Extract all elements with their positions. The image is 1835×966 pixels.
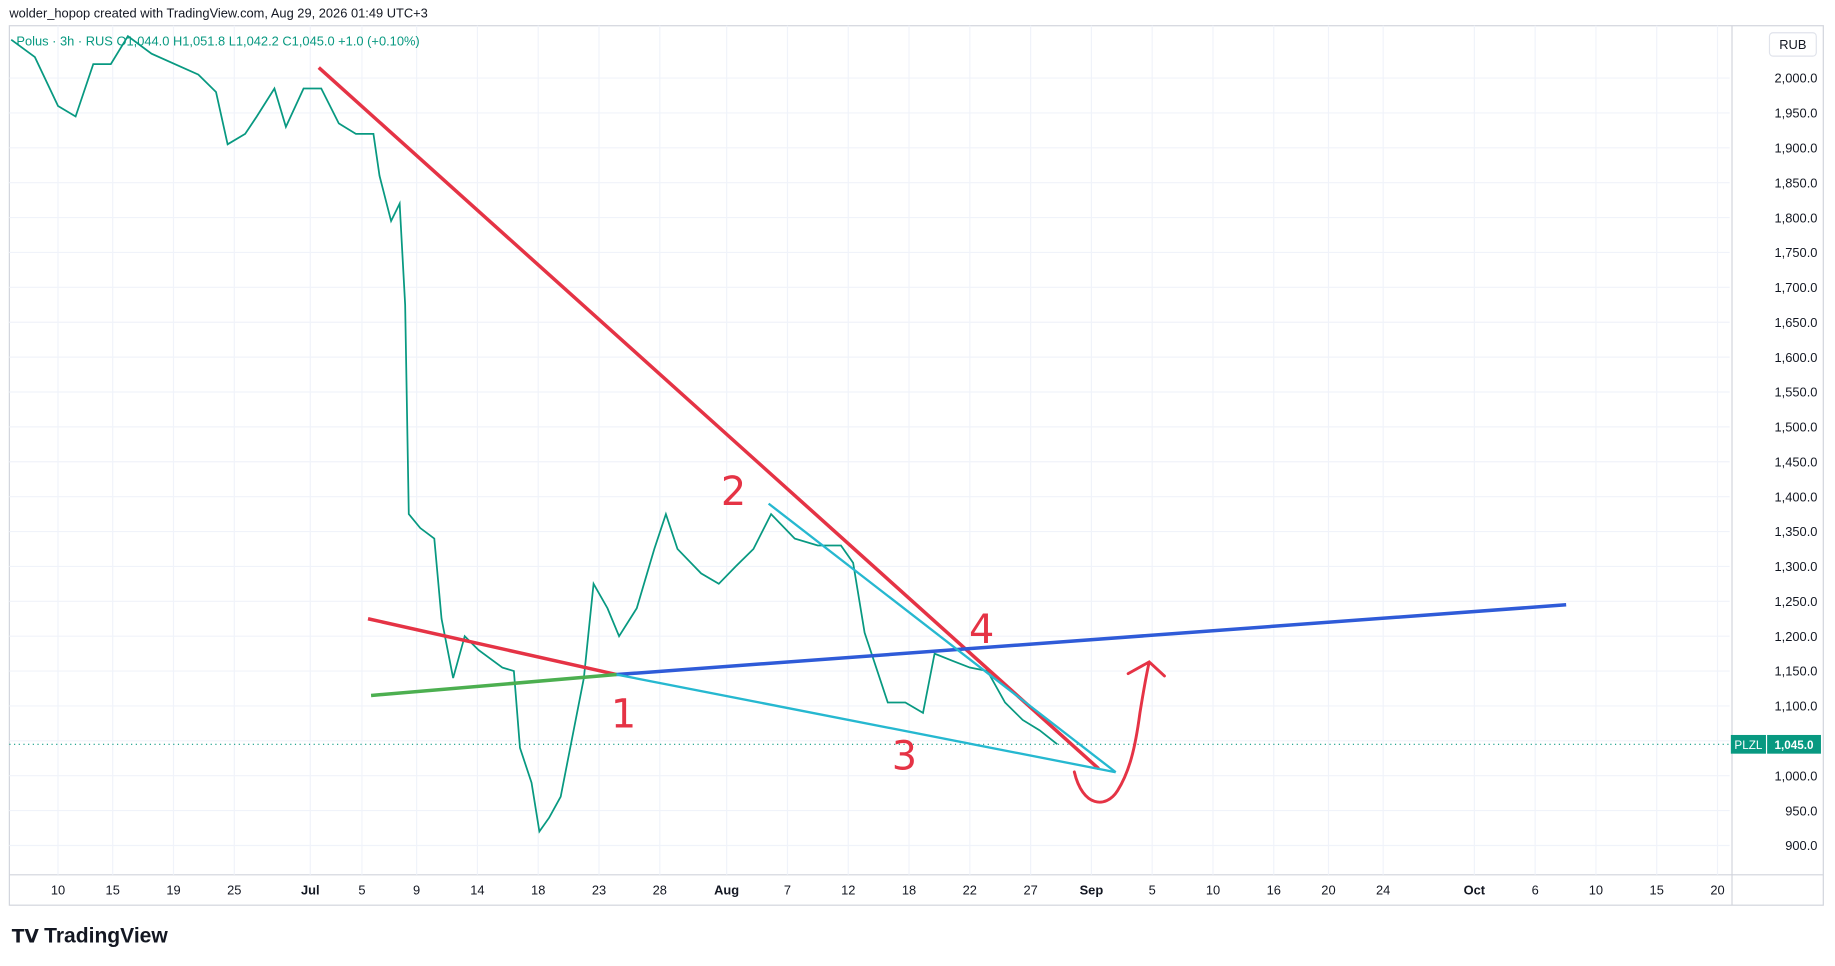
x-tick-label: 15 bbox=[106, 883, 120, 898]
grid bbox=[9, 25, 1730, 875]
hand-arrow bbox=[1072, 660, 1166, 804]
plot bbox=[9, 34, 1730, 834]
y-tick-label: 1,250.0 bbox=[1775, 594, 1818, 609]
y-tick-label: 1,150.0 bbox=[1775, 664, 1818, 679]
currency[interactable]: RUB bbox=[1779, 37, 1806, 52]
y-tick-label: 1,450.0 bbox=[1775, 454, 1818, 469]
x-tick-label: 18 bbox=[902, 883, 916, 898]
x-tick-label: Sep bbox=[1080, 883, 1104, 898]
y-tick-label: 1,900.0 bbox=[1775, 141, 1818, 156]
x-tick-label: 18 bbox=[531, 883, 545, 898]
x-tick-label: 22 bbox=[963, 883, 977, 898]
trend-line bbox=[317, 66, 1100, 771]
currency-button[interactable] bbox=[1768, 32, 1817, 57]
logo-text: TradingView bbox=[44, 925, 168, 948]
annotation: 1 bbox=[611, 691, 636, 737]
x-tick-label: 20 bbox=[1321, 883, 1335, 898]
x-tick-label: 28 bbox=[653, 883, 667, 898]
annotation: 4 bbox=[969, 607, 994, 653]
y-tick-label: 900.0 bbox=[1785, 838, 1817, 853]
y-tick-label: 1,650.0 bbox=[1775, 315, 1818, 330]
y-tick-label: 1,350.0 bbox=[1775, 524, 1818, 539]
x-tick-label: 20 bbox=[1710, 883, 1724, 898]
trend-line bbox=[370, 672, 617, 698]
y-tick-label: 1,500.0 bbox=[1775, 420, 1818, 435]
x-tick-label: Jul bbox=[301, 883, 320, 898]
y-tick-label: 1,400.0 bbox=[1775, 489, 1818, 504]
x-tick-label: 23 bbox=[592, 883, 606, 898]
y-tick-label: 1,600.0 bbox=[1775, 350, 1818, 365]
y-tick-label: 1,800.0 bbox=[1775, 210, 1818, 225]
x-tick-label: 16 bbox=[1267, 883, 1281, 898]
x-tick-label: 12 bbox=[841, 883, 855, 898]
x-tick-label: Aug bbox=[714, 883, 739, 898]
y-tick-label: 1,200.0 bbox=[1775, 629, 1818, 644]
y-tick-label: 1,950.0 bbox=[1775, 106, 1818, 121]
price-line bbox=[10, 34, 1058, 834]
y-tick-label: 1,000.0 bbox=[1775, 768, 1818, 783]
x-tick-label: 10 bbox=[51, 883, 65, 898]
x-tick-label: Oct bbox=[1464, 883, 1486, 898]
symbol-tag bbox=[1730, 734, 1766, 754]
x-tick-label: 5 bbox=[358, 883, 365, 898]
x-tick-label: 24 bbox=[1376, 883, 1390, 898]
trend-line bbox=[767, 502, 1117, 774]
x-tick-label: 9 bbox=[413, 883, 420, 898]
x-tick-label: 19 bbox=[166, 883, 180, 898]
annotation: 2 bbox=[721, 469, 746, 515]
price-tag bbox=[1767, 734, 1821, 754]
logo: 𝗧𝗩 TradingView bbox=[12, 925, 169, 948]
x-tick-label: 25 bbox=[227, 883, 241, 898]
x-tick-label: 5 bbox=[1149, 883, 1156, 898]
y-tick-label: 1,750.0 bbox=[1775, 245, 1818, 260]
trend-line bbox=[616, 673, 1116, 774]
trend-line bbox=[616, 603, 1567, 677]
x-tick-label: 14 bbox=[470, 883, 484, 898]
y-tick-label: 1,550.0 bbox=[1775, 385, 1818, 400]
x-tick-label: 15 bbox=[1650, 883, 1664, 898]
annotation: 3 bbox=[892, 734, 917, 780]
credit: wolder_hopop created with TradingView.co… bbox=[8, 6, 427, 21]
y-tick-label: 950.0 bbox=[1785, 803, 1817, 818]
x-tick-label: 7 bbox=[784, 883, 791, 898]
legend: Polus · 3h · RUS O1,044.0 H1,051.8 L1,04… bbox=[16, 34, 419, 49]
x-tick-label: 6 bbox=[1532, 883, 1539, 898]
y-tick-label: 1,700.0 bbox=[1775, 280, 1818, 295]
price-tag-label: 1,045.0 bbox=[1775, 739, 1815, 752]
x-tick-label: 27 bbox=[1023, 883, 1037, 898]
y-tick-label: 1,300.0 bbox=[1775, 559, 1818, 574]
symbol-label: PLZL bbox=[1734, 739, 1762, 752]
x-tick-label: 10 bbox=[1206, 883, 1220, 898]
x-tick-label: 10 bbox=[1589, 883, 1603, 898]
y-tick-label: 1,850.0 bbox=[1775, 175, 1818, 190]
y-tick-label: 1,100.0 bbox=[1775, 699, 1818, 714]
trend-line bbox=[367, 617, 618, 677]
y-tick-label: 2,000.0 bbox=[1775, 71, 1818, 86]
frame bbox=[8, 25, 1824, 906]
